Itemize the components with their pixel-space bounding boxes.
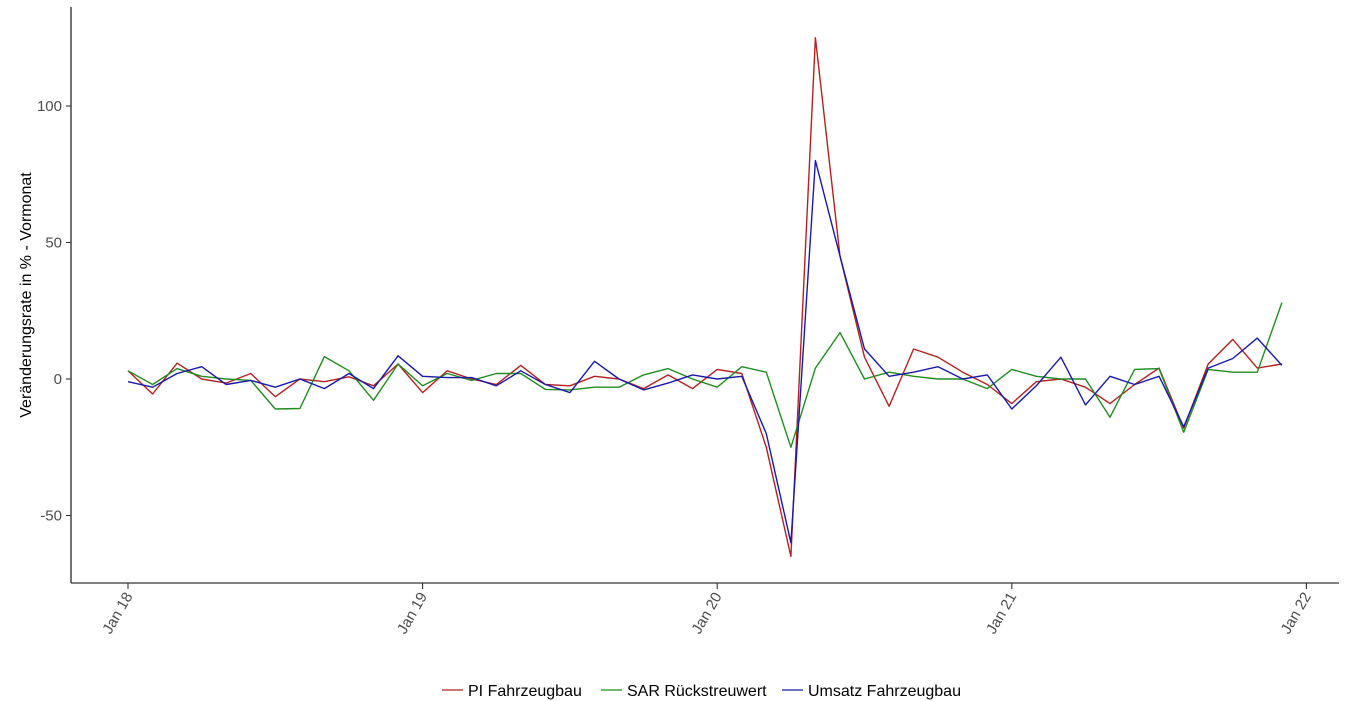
y-axis-ticks: -50 0 50 100 [37,98,71,525]
y-tick-label: 50 [45,235,62,252]
legend: PI Fahrzeugbau SAR Rückstreuwert Umsatz … [442,683,961,700]
series-lines [127,37,1283,558]
legend-item-sar-rueckstreuwert: SAR Rückstreuwert [601,683,767,700]
legend-label-umsatz-fahrzeugbau: Umsatz Fahrzeugbau [808,683,961,700]
x-tick-label: Jan 21 [983,590,1020,638]
y-tick-label: 100 [37,98,62,115]
series-line-umsatz-fahrzeugbau [127,159,1283,544]
x-axis-ticks: Jan 18 Jan 19 Jan 20 Jan 21 Jan 22 [99,583,1315,637]
series-line-sar-r-ckstreuwert [127,302,1283,448]
y-tick-label: 0 [54,371,62,388]
legend-label-pi-fahrzeugbau: PI Fahrzeugbau [468,683,582,700]
legend-item-pi-fahrzeugbau: PI Fahrzeugbau [442,683,582,700]
x-tick-label: Jan 19 [394,590,431,638]
legend-item-umsatz-fahrzeugbau: Umsatz Fahrzeugbau [782,683,961,700]
x-tick-label: Jan 22 [1278,590,1315,638]
legend-label-sar-rueckstreuwert: SAR Rückstreuwert [627,683,767,700]
y-axis-title: Veränderungsrate in % - Vormonat [18,172,35,418]
y-tick-label: -50 [40,508,62,525]
x-tick-label: Jan 18 [99,590,136,638]
series-line-pi-fahrzeugbau [127,37,1283,558]
x-tick-label: Jan 20 [688,590,725,638]
